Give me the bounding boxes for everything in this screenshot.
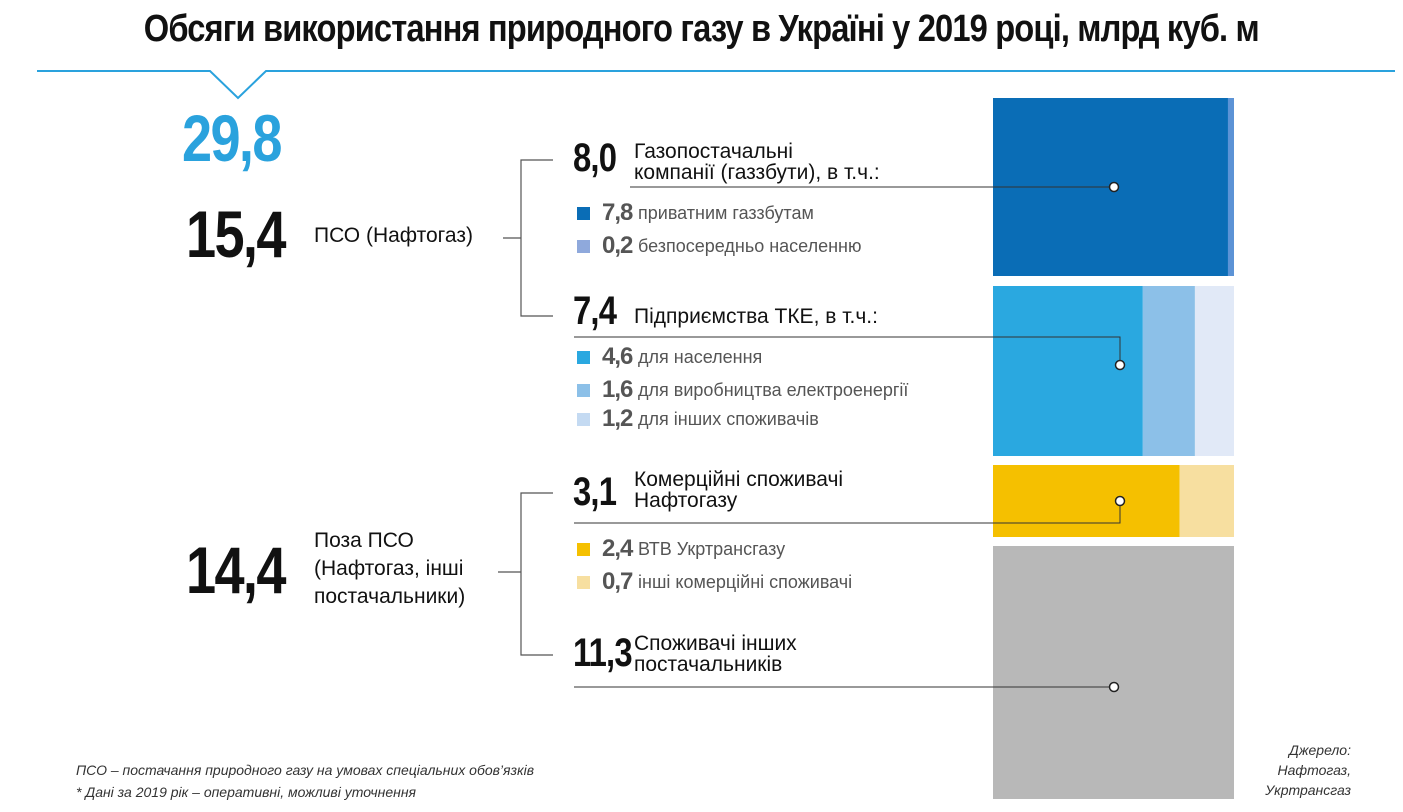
category-label-other-suppliers: Споживачі інших постачальників <box>634 632 797 676</box>
legend-swatch <box>577 383 590 397</box>
group-value-non-pso: 14,4 <box>186 533 286 607</box>
footnote-pso: ПСО – постачання природного газу на умов… <box>76 762 535 778</box>
legend-swatch <box>577 239 590 253</box>
source-note: Джерело: Нафтогаз, Укртрансгаз <box>1265 742 1351 798</box>
legend-swatch <box>577 412 590 426</box>
leaders-group <box>574 181 1126 693</box>
leader-line <box>574 336 1121 365</box>
footnote-data: * Дані за 2019 рік – оперативні, можливі… <box>76 784 416 800</box>
group-label-pso: ПСО (Нафтогаз) <box>314 224 473 247</box>
leader-dot <box>1114 495 1126 507</box>
legend-item-tke-other: 1,2 для інших споживачів <box>577 405 819 432</box>
legend-swatch <box>577 206 590 220</box>
bars-group <box>993 98 1234 799</box>
category-label-heat-companies: Підприємства ТКЕ, в т.ч.: <box>634 305 878 328</box>
legend-item-tke-electricity: 1,6 для виробництва електроенергії <box>577 376 908 403</box>
total-value: 29,8 <box>182 101 282 175</box>
group-label-non-pso: Поза ПСО (Нафтогаз, інші постачальники) <box>314 529 466 608</box>
bar-segment-втв-укртрансгазу <box>993 465 1180 537</box>
category-value-gas-suppliers: 8,0 <box>573 136 617 180</box>
category-value-other-suppliers: 11,3 <box>573 631 633 675</box>
legend-swatch <box>577 575 590 589</box>
leader-dot <box>1108 181 1120 193</box>
bar-segment-для-інших-споживачів <box>1194 286 1234 456</box>
legend-item-private-suppliers: 7,8 приватним газзбутам <box>577 199 814 226</box>
legend-item-other-commercial: 0,7 інші комерційні споживачі <box>577 568 852 595</box>
bar-segment-споживачі-інших-постачальників <box>993 546 1234 799</box>
group-value-pso: 15,4 <box>186 197 286 271</box>
category-label-gas-suppliers: Газопостачальні компанії (газзбути), в т… <box>634 140 880 184</box>
leader-line <box>574 501 1121 524</box>
chart-title: Обсяги використання природного газу в Ук… <box>143 8 1260 50</box>
legend-item-households-direct: 0,2 безпосередньо населенню <box>577 232 861 259</box>
category-label-commercial: Комерційні споживачі Нафтогазу <box>634 468 844 512</box>
bar-segment-для-населення <box>993 286 1143 456</box>
legend-item-tke-households: 4,6 для населення <box>577 343 762 370</box>
bracket-pso <box>503 159 553 317</box>
leader-dot <box>1114 359 1126 371</box>
bar-segment-для-виробництва-електроенергії <box>1142 286 1195 456</box>
bar-segment-безпосередньо-населенню <box>1227 98 1234 276</box>
title-underline <box>37 70 1395 100</box>
category-value-commercial: 3,1 <box>573 470 617 514</box>
bracket-non-pso <box>498 492 553 656</box>
legend-item-ukrtransgaz: 2,4 ВТВ Укртрансгазу <box>577 535 785 562</box>
category-value-heat-companies: 7,4 <box>573 289 617 333</box>
leader-dot <box>1108 681 1120 693</box>
bar-segment-інші-комерційні-споживачі <box>1179 465 1234 537</box>
legend-swatch <box>577 542 590 556</box>
legend-swatch <box>577 350 590 364</box>
